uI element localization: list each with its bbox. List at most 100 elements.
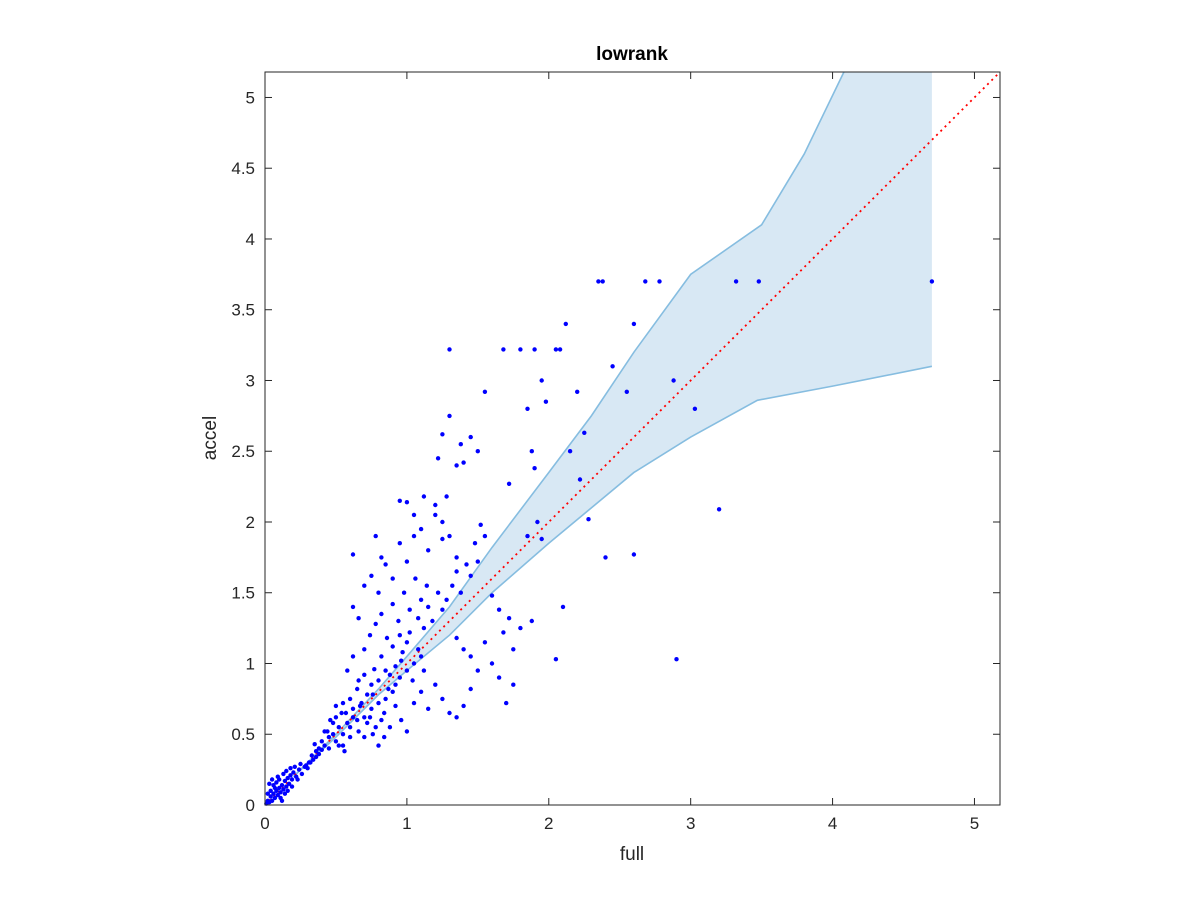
data-point xyxy=(475,668,480,673)
data-point xyxy=(532,347,537,352)
data-point xyxy=(461,703,466,709)
data-point xyxy=(362,672,367,677)
data-point xyxy=(347,734,353,740)
data-point xyxy=(631,552,637,557)
data-point xyxy=(268,794,273,799)
data-point xyxy=(461,460,466,465)
data-point xyxy=(447,533,452,539)
data-point xyxy=(285,788,290,793)
data-point xyxy=(345,720,350,726)
data-point xyxy=(319,739,324,744)
data-point xyxy=(278,790,283,795)
data-point xyxy=(397,675,402,680)
data-point xyxy=(303,763,309,768)
data-point xyxy=(269,798,275,803)
data-point xyxy=(421,668,427,673)
x-tick-label: 2 xyxy=(544,814,553,833)
data-point xyxy=(340,700,346,706)
data-point xyxy=(518,347,523,352)
data-point xyxy=(275,792,280,798)
data-point xyxy=(298,761,303,767)
data-point xyxy=(356,616,361,621)
data-point xyxy=(532,466,537,471)
data-point xyxy=(440,607,445,612)
data-point xyxy=(336,743,341,748)
data-point xyxy=(400,650,405,655)
data-point xyxy=(482,640,488,645)
data-point xyxy=(279,783,285,788)
data-point xyxy=(313,754,319,760)
data-point xyxy=(458,590,463,595)
data-point xyxy=(444,494,449,499)
data-point xyxy=(367,715,373,720)
data-point xyxy=(387,672,393,677)
data-point xyxy=(525,406,530,411)
data-point xyxy=(350,552,356,557)
data-point xyxy=(288,766,293,771)
data-point xyxy=(393,664,398,669)
y-tick-label: 1.5 xyxy=(231,584,255,603)
y-tick-label: 2 xyxy=(246,513,255,532)
x-axis-label: full xyxy=(620,844,644,865)
data-point xyxy=(411,512,417,518)
data-point xyxy=(411,700,417,706)
data-point xyxy=(390,601,395,607)
x-tick-label: 4 xyxy=(828,814,837,833)
data-point xyxy=(267,781,272,786)
data-point xyxy=(501,630,506,635)
data-point xyxy=(333,739,339,744)
data-point xyxy=(575,389,580,394)
data-point xyxy=(496,675,502,680)
data-point xyxy=(468,434,473,440)
data-point xyxy=(553,657,559,662)
data-point xyxy=(376,678,381,683)
data-point xyxy=(756,279,761,284)
data-point xyxy=(284,784,289,789)
data-point xyxy=(501,347,506,352)
band-fill xyxy=(293,72,932,777)
data-point xyxy=(929,279,935,284)
y-tick-label: 0 xyxy=(246,796,255,815)
data-point xyxy=(397,633,402,638)
data-point xyxy=(347,696,353,702)
data-point xyxy=(511,682,516,687)
data-point xyxy=(563,321,568,327)
data-point xyxy=(447,413,452,419)
data-point xyxy=(435,456,441,461)
data-point xyxy=(426,604,431,610)
data-point xyxy=(330,720,336,726)
y-axis-label: accel xyxy=(200,416,221,460)
data-point xyxy=(322,743,327,748)
data-point xyxy=(373,725,378,730)
data-point xyxy=(464,562,469,567)
data-point xyxy=(716,507,722,512)
data-point xyxy=(277,777,282,782)
data-point xyxy=(272,795,278,801)
data-point xyxy=(390,689,395,694)
data-point xyxy=(362,647,367,652)
data-point xyxy=(692,406,698,411)
data-point xyxy=(274,780,279,785)
data-point xyxy=(489,593,495,598)
data-point xyxy=(383,562,388,567)
data-point xyxy=(313,749,319,754)
data-point xyxy=(326,746,332,751)
data-point xyxy=(359,700,364,706)
data-point xyxy=(269,777,275,782)
data-point xyxy=(404,729,410,734)
data-point xyxy=(444,597,449,602)
data-point xyxy=(407,607,412,612)
data-point xyxy=(326,734,332,740)
data-point xyxy=(525,533,530,539)
data-point xyxy=(379,654,384,659)
data-point xyxy=(356,729,361,734)
data-point xyxy=(271,791,276,796)
data-point xyxy=(365,720,370,726)
data-point xyxy=(433,512,438,518)
data-point xyxy=(382,734,387,740)
data-point xyxy=(399,658,404,663)
data-point xyxy=(296,767,302,772)
data-point xyxy=(355,686,360,692)
y-tick-label: 5 xyxy=(246,88,255,107)
